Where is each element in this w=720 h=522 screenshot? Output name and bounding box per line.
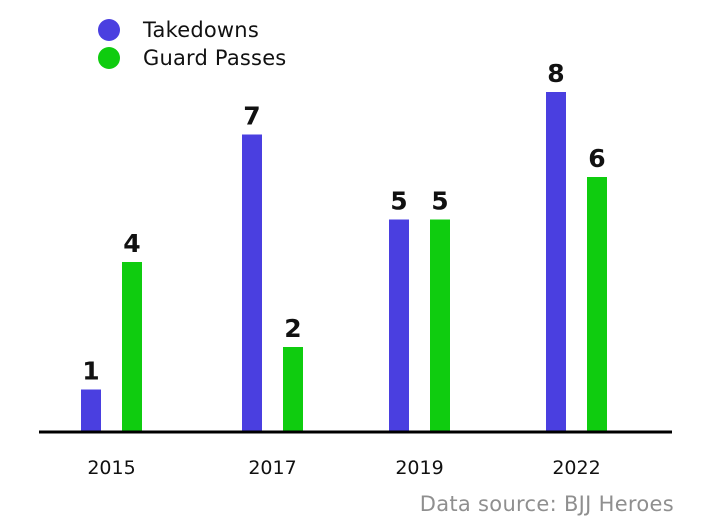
x-tick-label-2017: 2017 <box>248 457 296 479</box>
bar-takedowns-2015 <box>81 389 101 432</box>
x-tick-label-2022: 2022 <box>552 457 600 479</box>
data-label-guard-passes-2015: 4 <box>123 229 140 258</box>
data-label-takedowns-2017: 7 <box>243 102 260 131</box>
legend-label-guard-passes: Guard Passes <box>143 46 287 70</box>
legend-swatch-guard-passes <box>98 47 120 69</box>
x-tick-label-2015: 2015 <box>87 457 135 479</box>
x-tick-label-2019: 2019 <box>395 457 443 479</box>
data-label-guard-passes-2022: 6 <box>588 144 605 173</box>
legend-label-takedowns: Takedowns <box>143 18 259 42</box>
legend-item-takedowns: Takedowns <box>98 16 286 44</box>
data-source-note: Data source: BJJ Heroes <box>419 492 674 516</box>
legend-item-guard-passes: Guard Passes <box>98 44 286 72</box>
data-label-guard-passes-2017: 2 <box>284 314 301 343</box>
bar-takedowns-2019 <box>389 219 409 432</box>
bar-takedowns-2017 <box>242 134 262 432</box>
bar-guard-passes-2017 <box>283 347 303 432</box>
legend: Takedowns Guard Passes <box>98 16 286 72</box>
data-label-guard-passes-2019: 5 <box>431 187 448 216</box>
legend-swatch-takedowns <box>98 19 120 41</box>
bar-guard-passes-2019 <box>430 219 450 432</box>
bar-guard-passes-2022 <box>587 177 607 432</box>
data-label-takedowns-2022: 8 <box>547 59 564 88</box>
data-label-takedowns-2015: 1 <box>82 357 99 386</box>
bar-takedowns-2022 <box>546 92 566 432</box>
bar-guard-passes-2015 <box>122 262 142 432</box>
data-label-takedowns-2019: 5 <box>390 187 407 216</box>
